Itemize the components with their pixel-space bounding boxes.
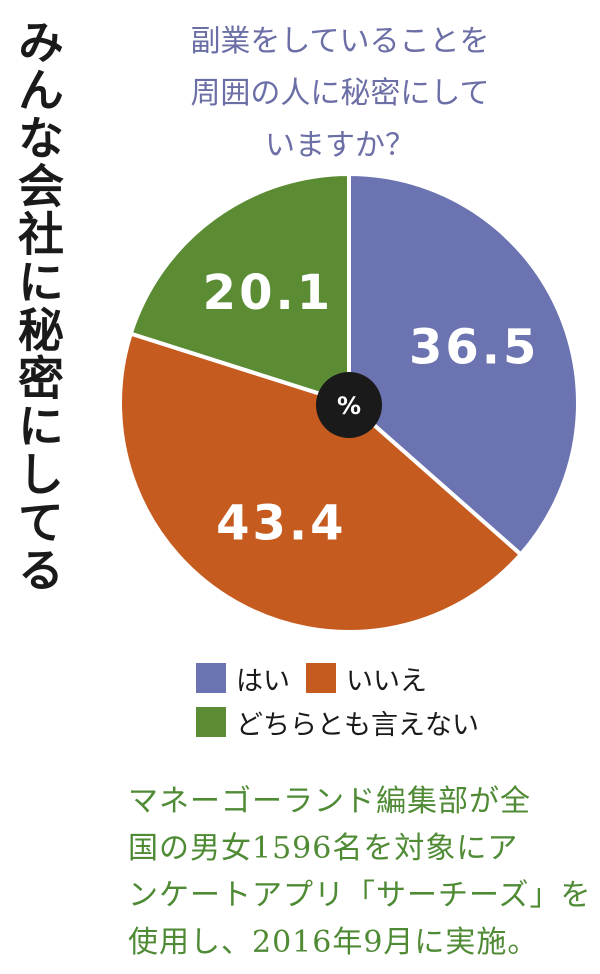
pie-chart: 36.5 43.4 20.1 % (118, 171, 580, 634)
pie-slice-neither (128, 171, 351, 406)
question-title: 副業をしていることを 周囲の人に秘密にして いますか？ (140, 16, 540, 172)
legend-label-yes: はい (236, 665, 290, 697)
note-line-1: マネーゴーランド編集部が全 (128, 784, 531, 819)
center-badge (316, 372, 382, 438)
note-line-4: 使用し、2016年9月に実施。 (128, 925, 539, 960)
pie-slices (118, 171, 580, 634)
legend-row-1: はい いいえ (196, 656, 576, 700)
legend-item-no: いいえ (306, 659, 427, 698)
pie-value-label-yes: 36.5 (409, 320, 539, 376)
question-line-2: 周囲の人に秘密にして (190, 76, 490, 111)
question-line-3: いますか？ (265, 128, 415, 163)
question-line-1: 副業をしていることを (190, 24, 490, 59)
legend-item-yes: はい (196, 659, 290, 698)
legend-label-neither: どちらとも言えない (236, 709, 479, 741)
legend: はい いいえ どちらとも言えない (196, 656, 576, 744)
pie-value-label-no: 43.4 (216, 496, 346, 552)
pie-value-labels: 36.5 43.4 20.1 (203, 265, 539, 552)
legend-swatch-yes (196, 663, 226, 693)
note-line-2: 国の男女1596名を対象にア (128, 831, 519, 866)
center-unit-label: % (337, 392, 361, 420)
survey-note: マネーゴーランド編集部が全 国の男女1596名を対象にア ンケートアプリ「サーチ… (128, 778, 592, 966)
legend-label-no: いいえ (346, 665, 427, 697)
side-title: みんな会社に秘密にしてる (11, 18, 65, 594)
pie-value-label-neither: 20.1 (203, 265, 333, 321)
legend-swatch-neither (196, 707, 226, 737)
pie-slice-no (118, 331, 524, 634)
note-line-3: ンケートアプリ「サーチーズ」を (128, 878, 592, 913)
legend-row-2: どちらとも言えない (196, 700, 576, 744)
legend-item-neither: どちらとも言えない (196, 703, 479, 742)
legend-swatch-no (306, 663, 336, 693)
pie-slice-yes (347, 171, 580, 558)
